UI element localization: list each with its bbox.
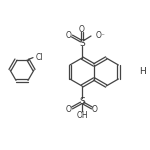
- Text: O: O: [92, 105, 98, 114]
- Text: O: O: [66, 30, 72, 39]
- Text: S: S: [79, 39, 85, 48]
- Text: OH: OH: [76, 111, 88, 120]
- Text: O: O: [66, 105, 72, 114]
- Text: H: H: [140, 68, 146, 76]
- Text: O: O: [79, 24, 85, 33]
- Text: O⁻: O⁻: [96, 30, 106, 39]
- Text: Cl: Cl: [36, 53, 44, 62]
- Text: S: S: [79, 96, 85, 105]
